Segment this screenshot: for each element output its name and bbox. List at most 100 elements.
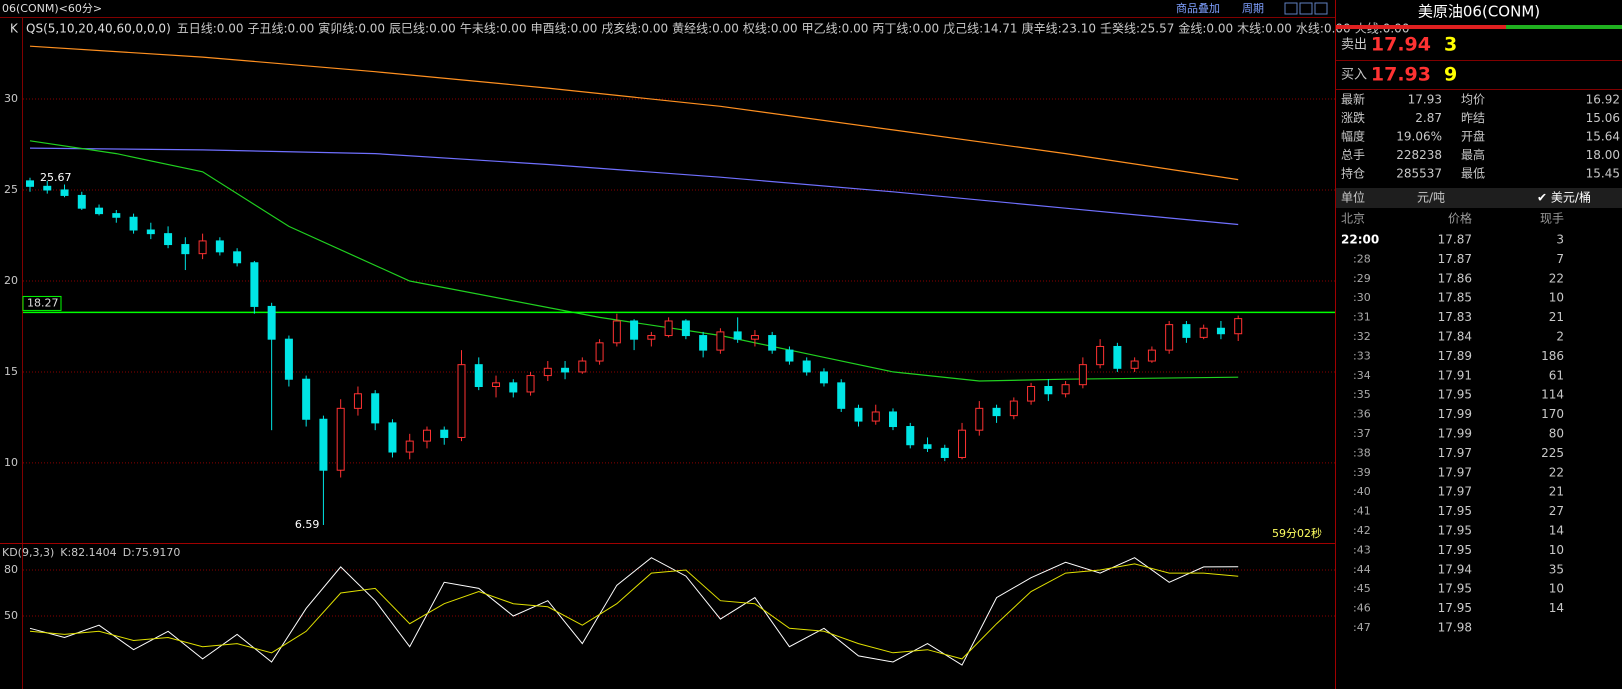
ma-line [29,45,1239,181]
tick-time: :36 [1353,408,1371,421]
ratio-bar [1506,25,1622,29]
legend-item: 权线:0.00 [743,22,798,36]
candle-body [164,233,173,246]
candle-body [1130,360,1139,369]
tick-time: :33 [1353,349,1371,362]
candle-body [146,229,155,235]
legend-item: 壬癸线:25.57 [1100,22,1174,36]
legend-title: QS(5,10,20,40,60,0,0,0) [26,22,171,36]
tick-volume: 21 [1549,310,1564,324]
stat-label: 最新 [1341,92,1365,107]
candle-body [716,331,725,351]
candle-body [1216,327,1225,335]
candle-body [940,447,949,458]
indicator-label: K [10,22,19,36]
high-label: 25.67 [40,171,72,184]
candle-body [889,411,897,428]
candle-body [1027,386,1036,402]
candle-body [43,185,52,191]
tick-volume: 10 [1549,582,1564,596]
stat-label: 均价 [1461,93,1485,107]
candle-body [302,378,311,420]
tick-volume: 225 [1541,446,1564,460]
tick-volume: 114 [1541,388,1564,402]
candle-body [1234,318,1243,335]
tick-time: :32 [1353,330,1371,343]
unit-bar [1336,188,1622,208]
tick-volume: 7 [1556,252,1564,266]
tick-price: 17.86 [1438,271,1472,285]
ratio-bar [1336,25,1506,29]
candle-body [422,429,431,442]
price-line-label: 18.27 [27,296,59,309]
candle-body [526,375,535,393]
button[interactable]: 商品叠加 [1176,1,1220,15]
tick-price: 17.83 [1438,310,1472,324]
tick-price: 17.84 [1438,330,1472,344]
y-tick-label: 10 [4,456,18,469]
unit-option[interactable]: 元/吨 [1417,191,1445,205]
tick-price: 17.99 [1438,407,1472,421]
tick-price: 17.87 [1438,252,1472,266]
window-title: 06(CONM)<60分> [2,2,102,15]
stat-value: 15.64 [1586,130,1620,144]
tick-price: 17.95 [1438,601,1472,615]
candle-body [1199,327,1208,338]
low-label: 6.59 [295,518,320,531]
tick-time: :40 [1353,485,1371,498]
tick-volume: 22 [1549,271,1564,285]
candle-body [561,367,570,373]
tick-time: :31 [1353,311,1371,324]
candle-body [958,429,967,458]
tick-price: 17.95 [1438,524,1472,538]
candle-body [768,335,777,351]
icon[interactable] [1314,2,1328,15]
tick-volume: 35 [1549,562,1564,576]
candle-body [509,382,518,393]
order-price: 17.94 [1371,34,1431,56]
candle-body [371,393,380,424]
candle-body [492,382,501,388]
legend-item: 金线:0.00 [1178,21,1233,36]
y-tick-label: 80 [4,563,18,576]
price-line-box [22,295,62,311]
tick-volume: 14 [1549,601,1564,615]
legend-item: 寅卯线:0.00 [318,21,385,36]
candle-body [388,422,397,453]
candle-body [319,418,328,471]
candle-body [699,335,708,351]
candle-body [837,382,846,409]
legend-item: 戌亥线:0.00 [601,22,668,36]
window-icons[interactable] [1284,2,1328,15]
stat-value: 2.87 [1415,111,1442,125]
candle-body [647,335,656,340]
tick-price: 17.87 [1438,233,1472,247]
icon[interactable] [1284,2,1298,15]
legend-item: 辰巳线:0.00 [389,22,456,36]
button[interactable]: 周期 [1242,2,1264,15]
candle-body [353,393,362,409]
tick-time: :44 [1353,563,1371,576]
tick-time: :47 [1353,621,1371,634]
candle-body [1113,345,1122,369]
tick-volume: 14 [1549,524,1564,538]
candle-body [215,240,224,253]
tick-price: 17.85 [1438,291,1472,305]
candle-body [250,262,259,307]
candle-body [1165,324,1174,351]
icon[interactable] [1299,2,1313,15]
stat-value: 17.93 [1408,93,1442,107]
tick-time: :37 [1353,427,1371,440]
candle-body [267,305,276,340]
tick-volume: 21 [1549,485,1564,499]
stat-value: 228238 [1396,148,1442,162]
stat-label: 幅度 [1341,129,1365,144]
tick-price: 17.95 [1438,388,1472,402]
tick-time: 22:00 [1341,233,1379,247]
tick-price: 17.97 [1438,485,1472,499]
tick-volume: 61 [1549,368,1564,382]
candle-body [60,189,69,196]
stat-value: 15.06 [1586,111,1620,125]
kd-title: KD(9,3,3) [2,546,54,559]
unit-option[interactable]: ✔ 美元/桶 [1537,190,1591,205]
